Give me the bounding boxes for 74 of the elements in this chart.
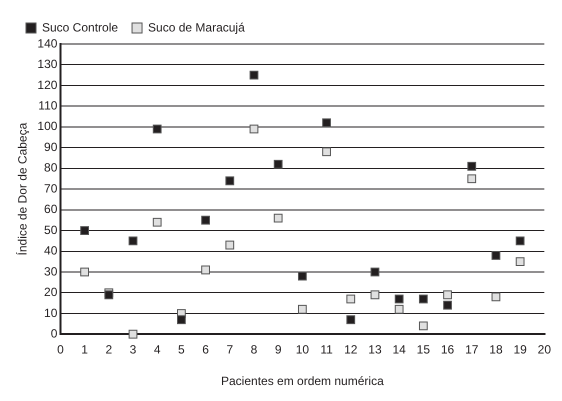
y-tick-label: 0: [50, 326, 58, 341]
point: [128, 330, 138, 339]
point: [322, 147, 331, 156]
point: [370, 290, 380, 300]
point: [492, 251, 500, 260]
x-axis-title: Pacientes em ordem numérica: [221, 374, 384, 388]
point: [394, 304, 404, 314]
point: [418, 322, 428, 330]
x-tick-label: 2: [105, 342, 112, 357]
y-tick-label: 120: [37, 78, 58, 92]
point: [298, 272, 307, 281]
x-tick-label: 10: [296, 342, 310, 357]
y-tick-label: 30: [44, 264, 58, 278]
point: [467, 174, 476, 184]
point: [394, 294, 404, 304]
point: [80, 226, 90, 235]
point: [177, 315, 186, 324]
legend-label: Suco Controle: [42, 20, 118, 34]
point: [370, 268, 380, 276]
point: [250, 70, 258, 80]
y-tick-label: 40: [44, 244, 58, 258]
y-tick-label: 10: [44, 306, 58, 320]
y-tick-label: 130: [37, 57, 58, 72]
point: [298, 304, 307, 314]
point: [516, 236, 525, 246]
point: [225, 240, 234, 250]
x-tick-label: 6: [202, 342, 210, 357]
x-tick-label: 18: [489, 342, 503, 357]
y-tick-label: 100: [37, 119, 58, 134]
y-tick-label: 110: [38, 98, 58, 112]
y-tick-label: 20: [44, 285, 58, 300]
legend-label: Suco de Maracujá: [148, 20, 246, 34]
point: [467, 162, 476, 171]
x-tick-label: 17: [465, 342, 479, 357]
y-axis-title: Índice de Dor de Cabeça: [16, 122, 30, 256]
x-tick-label: 19: [513, 342, 528, 357]
point: [80, 268, 90, 276]
y-tick-label: 60: [44, 202, 58, 216]
x-tick-label: 15: [416, 342, 430, 357]
x-tick-label: 13: [368, 342, 382, 357]
point: [492, 292, 500, 302]
point: [152, 218, 162, 227]
y-tick-label: 80: [44, 160, 58, 175]
point: [443, 290, 452, 300]
y-tick-label: 50: [44, 222, 58, 237]
point: [225, 176, 234, 186]
point: [418, 294, 428, 304]
x-tick-label: 20: [538, 342, 552, 357]
x-tick-label: 16: [440, 342, 455, 357]
point: [322, 118, 331, 128]
x-tick-label: 1: [81, 342, 88, 357]
x-tick-label: 12: [344, 342, 358, 357]
x-tick-label: 7: [226, 342, 234, 357]
point: [250, 124, 258, 134]
x-tick-label: 4: [154, 342, 161, 357]
x-tick-label: 8: [250, 342, 258, 357]
point: [346, 294, 356, 304]
point: [152, 124, 162, 134]
point: [443, 300, 452, 310]
point: [274, 160, 283, 169]
point: [201, 216, 210, 225]
x-tick-label: 9: [274, 342, 282, 357]
point: [516, 257, 525, 266]
point: [274, 214, 283, 223]
point: [201, 266, 210, 274]
x-tick-label: 11: [320, 342, 334, 357]
y-tick-label: 140: [37, 36, 58, 50]
x-tick-label: 14: [392, 342, 406, 357]
x-tick-label: 5: [178, 342, 186, 357]
x-tick-label: 3: [130, 342, 137, 357]
y-tick-label: 70: [44, 181, 58, 196]
point: [346, 315, 356, 324]
point: [128, 236, 138, 246]
y-tick-label: 90: [44, 140, 58, 154]
